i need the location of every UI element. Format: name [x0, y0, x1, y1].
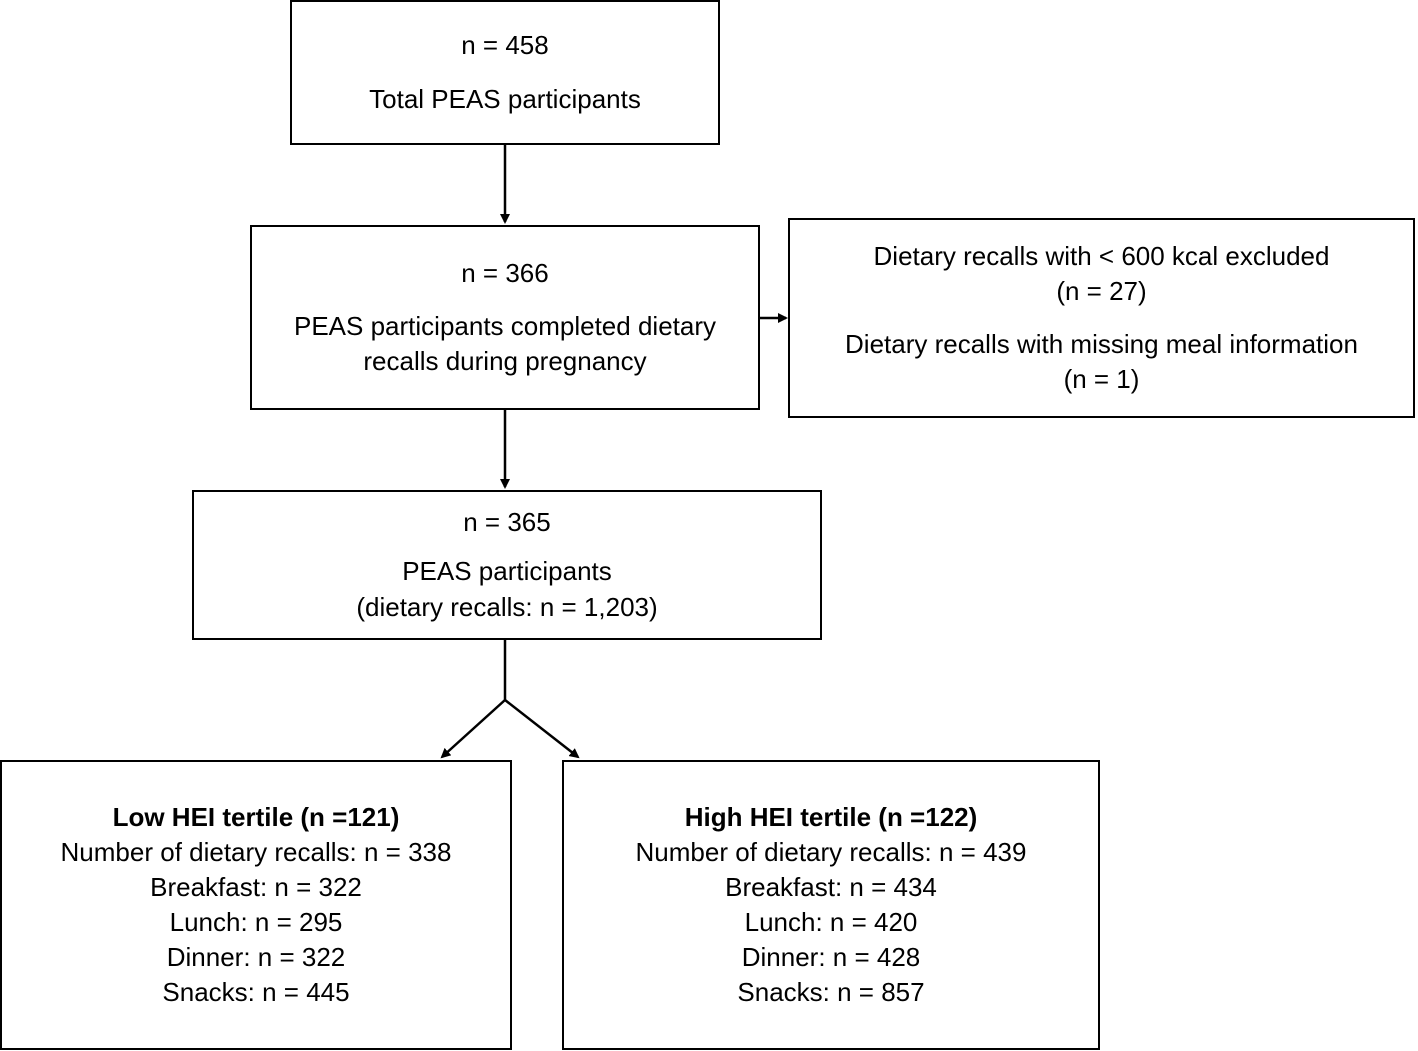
node-excluded-l3: Dietary recalls with missing meal inform…	[845, 327, 1358, 362]
node-high-snacks: Snacks: n = 857	[737, 975, 924, 1010]
node-high-lunch: Lunch: n = 420	[745, 905, 918, 940]
node-participants-l3: (dietary recalls: n = 1,203)	[356, 590, 657, 625]
flowchart-canvas: n = 458 Total PEAS participants n = 366 …	[0, 0, 1418, 1051]
node-participants-n: n = 365	[463, 505, 550, 540]
node-low-lunch: Lunch: n = 295	[170, 905, 343, 940]
node-total: n = 458 Total PEAS participants	[290, 0, 720, 145]
node-low-tertile: Low HEI tertile (n =121) Number of dieta…	[0, 760, 512, 1050]
node-low-breakfast: Breakfast: n = 322	[150, 870, 362, 905]
node-excluded-l4: (n = 1)	[1064, 362, 1140, 397]
node-high-title: High HEI tertile (n =122)	[685, 800, 978, 835]
node-total-n: n = 458	[461, 28, 548, 63]
edge-split-low	[442, 700, 505, 757]
node-completed-n: n = 366	[461, 256, 548, 291]
node-participants: n = 365 PEAS participants (dietary recal…	[192, 490, 822, 640]
node-low-recalls: Number of dietary recalls: n = 338	[61, 835, 452, 870]
node-excluded-l1: Dietary recalls with < 600 kcal excluded	[874, 239, 1330, 274]
node-low-title: Low HEI tertile (n =121)	[113, 800, 400, 835]
edge-split-high	[505, 700, 578, 757]
node-high-recalls: Number of dietary recalls: n = 439	[636, 835, 1027, 870]
node-completed: n = 366 PEAS participants completed diet…	[250, 225, 760, 410]
node-high-breakfast: Breakfast: n = 434	[725, 870, 937, 905]
node-low-snacks: Snacks: n = 445	[162, 975, 349, 1010]
node-high-tertile: High HEI tertile (n =122) Number of diet…	[562, 760, 1100, 1050]
node-high-dinner: Dinner: n = 428	[742, 940, 921, 975]
node-low-dinner: Dinner: n = 322	[167, 940, 346, 975]
node-excluded-l2: (n = 27)	[1056, 274, 1146, 309]
node-completed-text: PEAS participants completed dietary reca…	[270, 309, 740, 379]
node-participants-l2: PEAS participants	[402, 554, 612, 589]
node-excluded: Dietary recalls with < 600 kcal excluded…	[788, 218, 1415, 418]
node-total-text: Total PEAS participants	[369, 82, 641, 117]
